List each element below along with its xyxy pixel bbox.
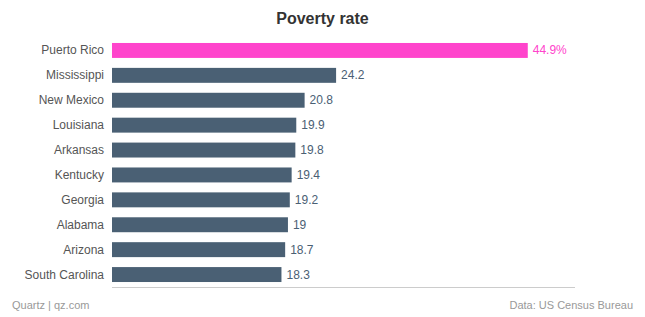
data-label: 19 xyxy=(293,218,307,232)
title: Poverty rate xyxy=(276,10,369,27)
chart-svg: Poverty rate Puerto Rico 44.9% Mississippi 2… xyxy=(0,0,645,317)
category-label: New Mexico xyxy=(39,93,105,107)
bar xyxy=(112,143,295,158)
bar xyxy=(112,267,281,282)
data-label: 18.7 xyxy=(290,243,314,257)
data-label: 19.4 xyxy=(297,168,321,182)
category-label: Alabama xyxy=(57,218,105,232)
data-label: 20.8 xyxy=(310,93,334,107)
chart-container: Poverty rate Puerto Rico 44.9% Mississippi 2… xyxy=(0,0,645,317)
data-label: 44.9% xyxy=(533,43,567,57)
bars xyxy=(112,43,528,282)
data-label: 19.9 xyxy=(301,118,325,132)
x-axis-line xyxy=(112,287,575,288)
annotation: Data: US Census Bureau xyxy=(509,299,633,311)
category-label: Arkansas xyxy=(54,143,104,157)
category-label: Arizona xyxy=(63,243,104,257)
data-label: 19.8 xyxy=(300,143,324,157)
bar xyxy=(112,68,336,83)
data-label: 24.2 xyxy=(341,68,365,82)
data-label: 18.3 xyxy=(286,268,310,282)
data-label: 19.2 xyxy=(295,193,319,207)
bar xyxy=(112,167,292,182)
labels: Puerto Rico 44.9% Mississippi 24.2 New Mexic… xyxy=(25,43,568,281)
category-label: South Carolina xyxy=(25,268,105,282)
category-label: Georgia xyxy=(61,193,104,207)
bar xyxy=(112,43,528,58)
category-label: Kentucky xyxy=(55,168,104,182)
bar xyxy=(112,93,305,108)
annotation: Quartz | qz.com xyxy=(12,299,89,311)
bar xyxy=(112,192,290,207)
category-label: Mississippi xyxy=(46,68,104,82)
bar xyxy=(112,118,296,133)
bar xyxy=(112,242,285,257)
category-label: Puerto Rico xyxy=(41,43,104,57)
category-label: Louisiana xyxy=(53,118,105,132)
bar xyxy=(112,217,288,232)
